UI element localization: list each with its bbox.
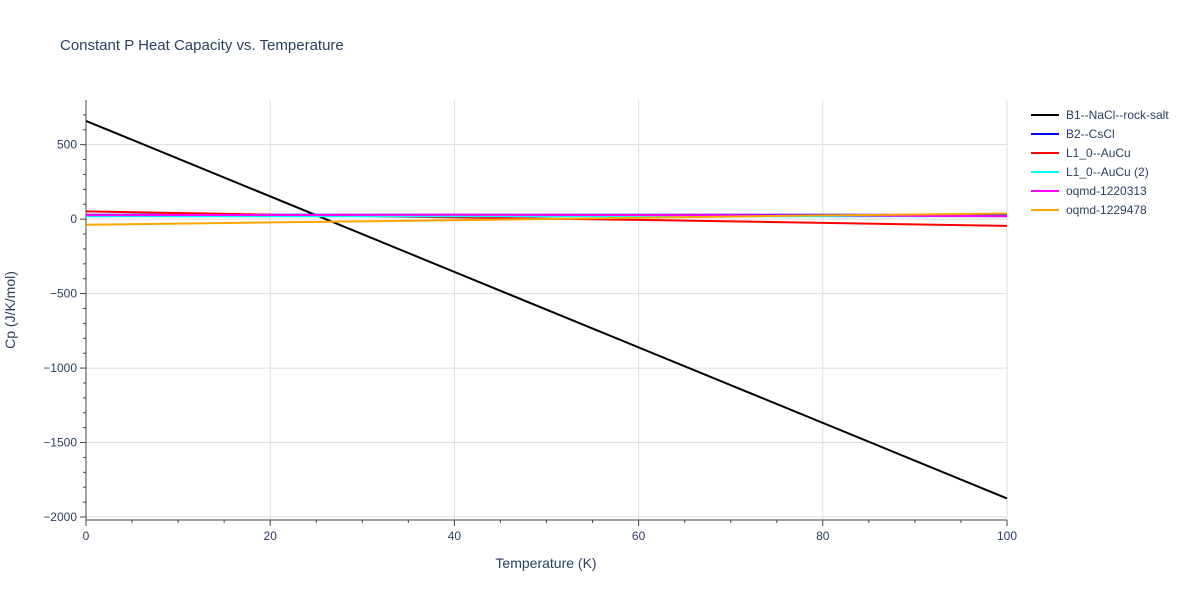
series-lines — [85, 119, 1008, 500]
y-tick-label: −1000 — [43, 361, 77, 375]
legend[interactable]: B1--NaCl--rock-salt B2--CsCl L1_0--AuCu L1_… — [1031, 108, 1169, 217]
x-tick-label: 20 — [264, 529, 278, 543]
legend-item-1[interactable]: B2--CsCl — [1031, 127, 1115, 141]
y-tick-label: −2000 — [43, 510, 77, 524]
grid-lines — [86, 100, 1008, 520]
legend-label: L1_0--AuCu (2) — [1066, 165, 1149, 179]
legend-label: oqmd-1220313 — [1066, 184, 1147, 198]
y-axis-title: Cp (J/K/mol) — [2, 271, 18, 349]
legend-item-5[interactable]: oqmd-1229478 — [1031, 203, 1147, 217]
legend-item-4[interactable]: oqmd-1220313 — [1031, 184, 1147, 198]
legend-item-3[interactable]: L1_0--AuCu (2) — [1031, 165, 1149, 179]
y-tick-label: −500 — [50, 287, 77, 301]
legend-item-2[interactable]: L1_0--AuCu — [1031, 146, 1131, 160]
series-line-0 — [85, 119, 1008, 500]
legend-label: B2--CsCl — [1066, 127, 1115, 141]
axes — [80, 100, 1008, 526]
y-tick-label: −1500 — [43, 436, 77, 450]
x-tick-label: 80 — [816, 529, 830, 543]
y-tick-label: 500 — [57, 138, 77, 152]
tick-labels: 0 20 40 60 80 100 500 0 −500 −1000 −1500 −2000 — [43, 138, 1017, 543]
x-tick-label: 0 — [83, 529, 90, 543]
x-tick-label: 60 — [632, 529, 646, 543]
chart-title: Constant P Heat Capacity vs. Temperature — [60, 37, 344, 54]
legend-label: oqmd-1229478 — [1066, 203, 1147, 217]
x-tick-label: 40 — [448, 529, 462, 543]
y-tick-label: 0 — [70, 212, 77, 226]
series-line-5 — [85, 212, 1008, 226]
x-tick-label: 100 — [997, 529, 1017, 543]
legend-label: B1--NaCl--rock-salt — [1066, 108, 1169, 122]
legend-label: L1_0--AuCu — [1066, 146, 1131, 160]
legend-item-0[interactable]: B1--NaCl--rock-salt — [1031, 108, 1169, 122]
x-axis-title: Temperature (K) — [495, 555, 596, 571]
